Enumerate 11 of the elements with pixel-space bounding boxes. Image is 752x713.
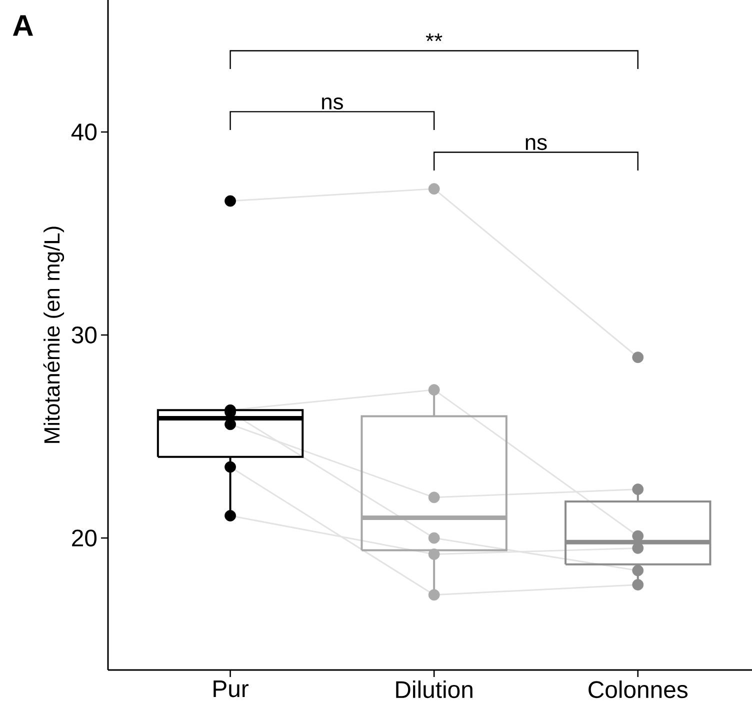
x-tick-label: Colonnes <box>588 680 688 698</box>
annotation: ** <box>426 33 442 42</box>
annotation: ns <box>526 138 547 150</box>
annotation: ns <box>322 97 343 110</box>
text: A <box>12 15 33 36</box>
x-tick-label: Dilution <box>396 680 472 698</box>
x-tick-label: Pur <box>214 680 248 698</box>
y-tick-label: 20 <box>72 530 97 546</box>
y-tick-label: 30 <box>72 326 97 344</box>
y-axis-title: Mitotanémie (en mg/L) <box>43 226 64 443</box>
y-tick-label: 40 <box>71 124 97 140</box>
